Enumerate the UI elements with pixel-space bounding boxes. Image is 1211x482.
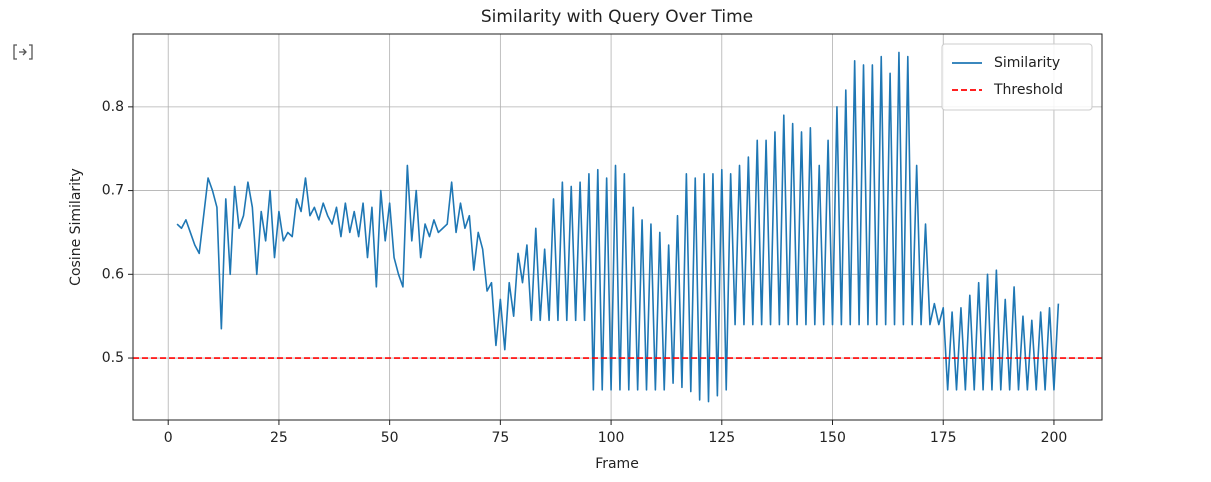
legend-label: Similarity [994, 55, 1060, 71]
legend-label: Threshold [993, 82, 1063, 98]
x-tick-label: 150 [819, 430, 846, 446]
y-axis-label: Cosine Similarity [68, 168, 84, 286]
x-tick-label: 25 [270, 430, 288, 446]
legend: Similarity Threshold [941, 43, 1093, 111]
x-tick-label: 100 [598, 430, 625, 446]
toolbar-icon[interactable] [13, 44, 33, 60]
y-tick-label: 0.6 [102, 266, 124, 282]
x-axis-label: Frame [595, 456, 639, 472]
data-line [176, 51, 1060, 403]
plot-frame [132, 33, 1103, 421]
icon-arrow [19, 48, 27, 56]
icon-bracket [13, 44, 33, 60]
chart-title: Similarity with Query Over Time [481, 7, 753, 27]
y-tick-label: 0.5 [102, 350, 124, 366]
x-tick-label: 125 [708, 430, 735, 446]
x-tick-label: 200 [1041, 430, 1068, 446]
x-tick-label: 75 [491, 430, 509, 446]
x-tick-label: 50 [381, 430, 399, 446]
x-tick-label: 175 [930, 430, 957, 446]
x-tick-label: 0 [164, 430, 173, 446]
legend-box [941, 43, 1093, 111]
y-tick-label: 0.8 [102, 99, 124, 115]
y-tick-label: 0.7 [102, 183, 124, 199]
